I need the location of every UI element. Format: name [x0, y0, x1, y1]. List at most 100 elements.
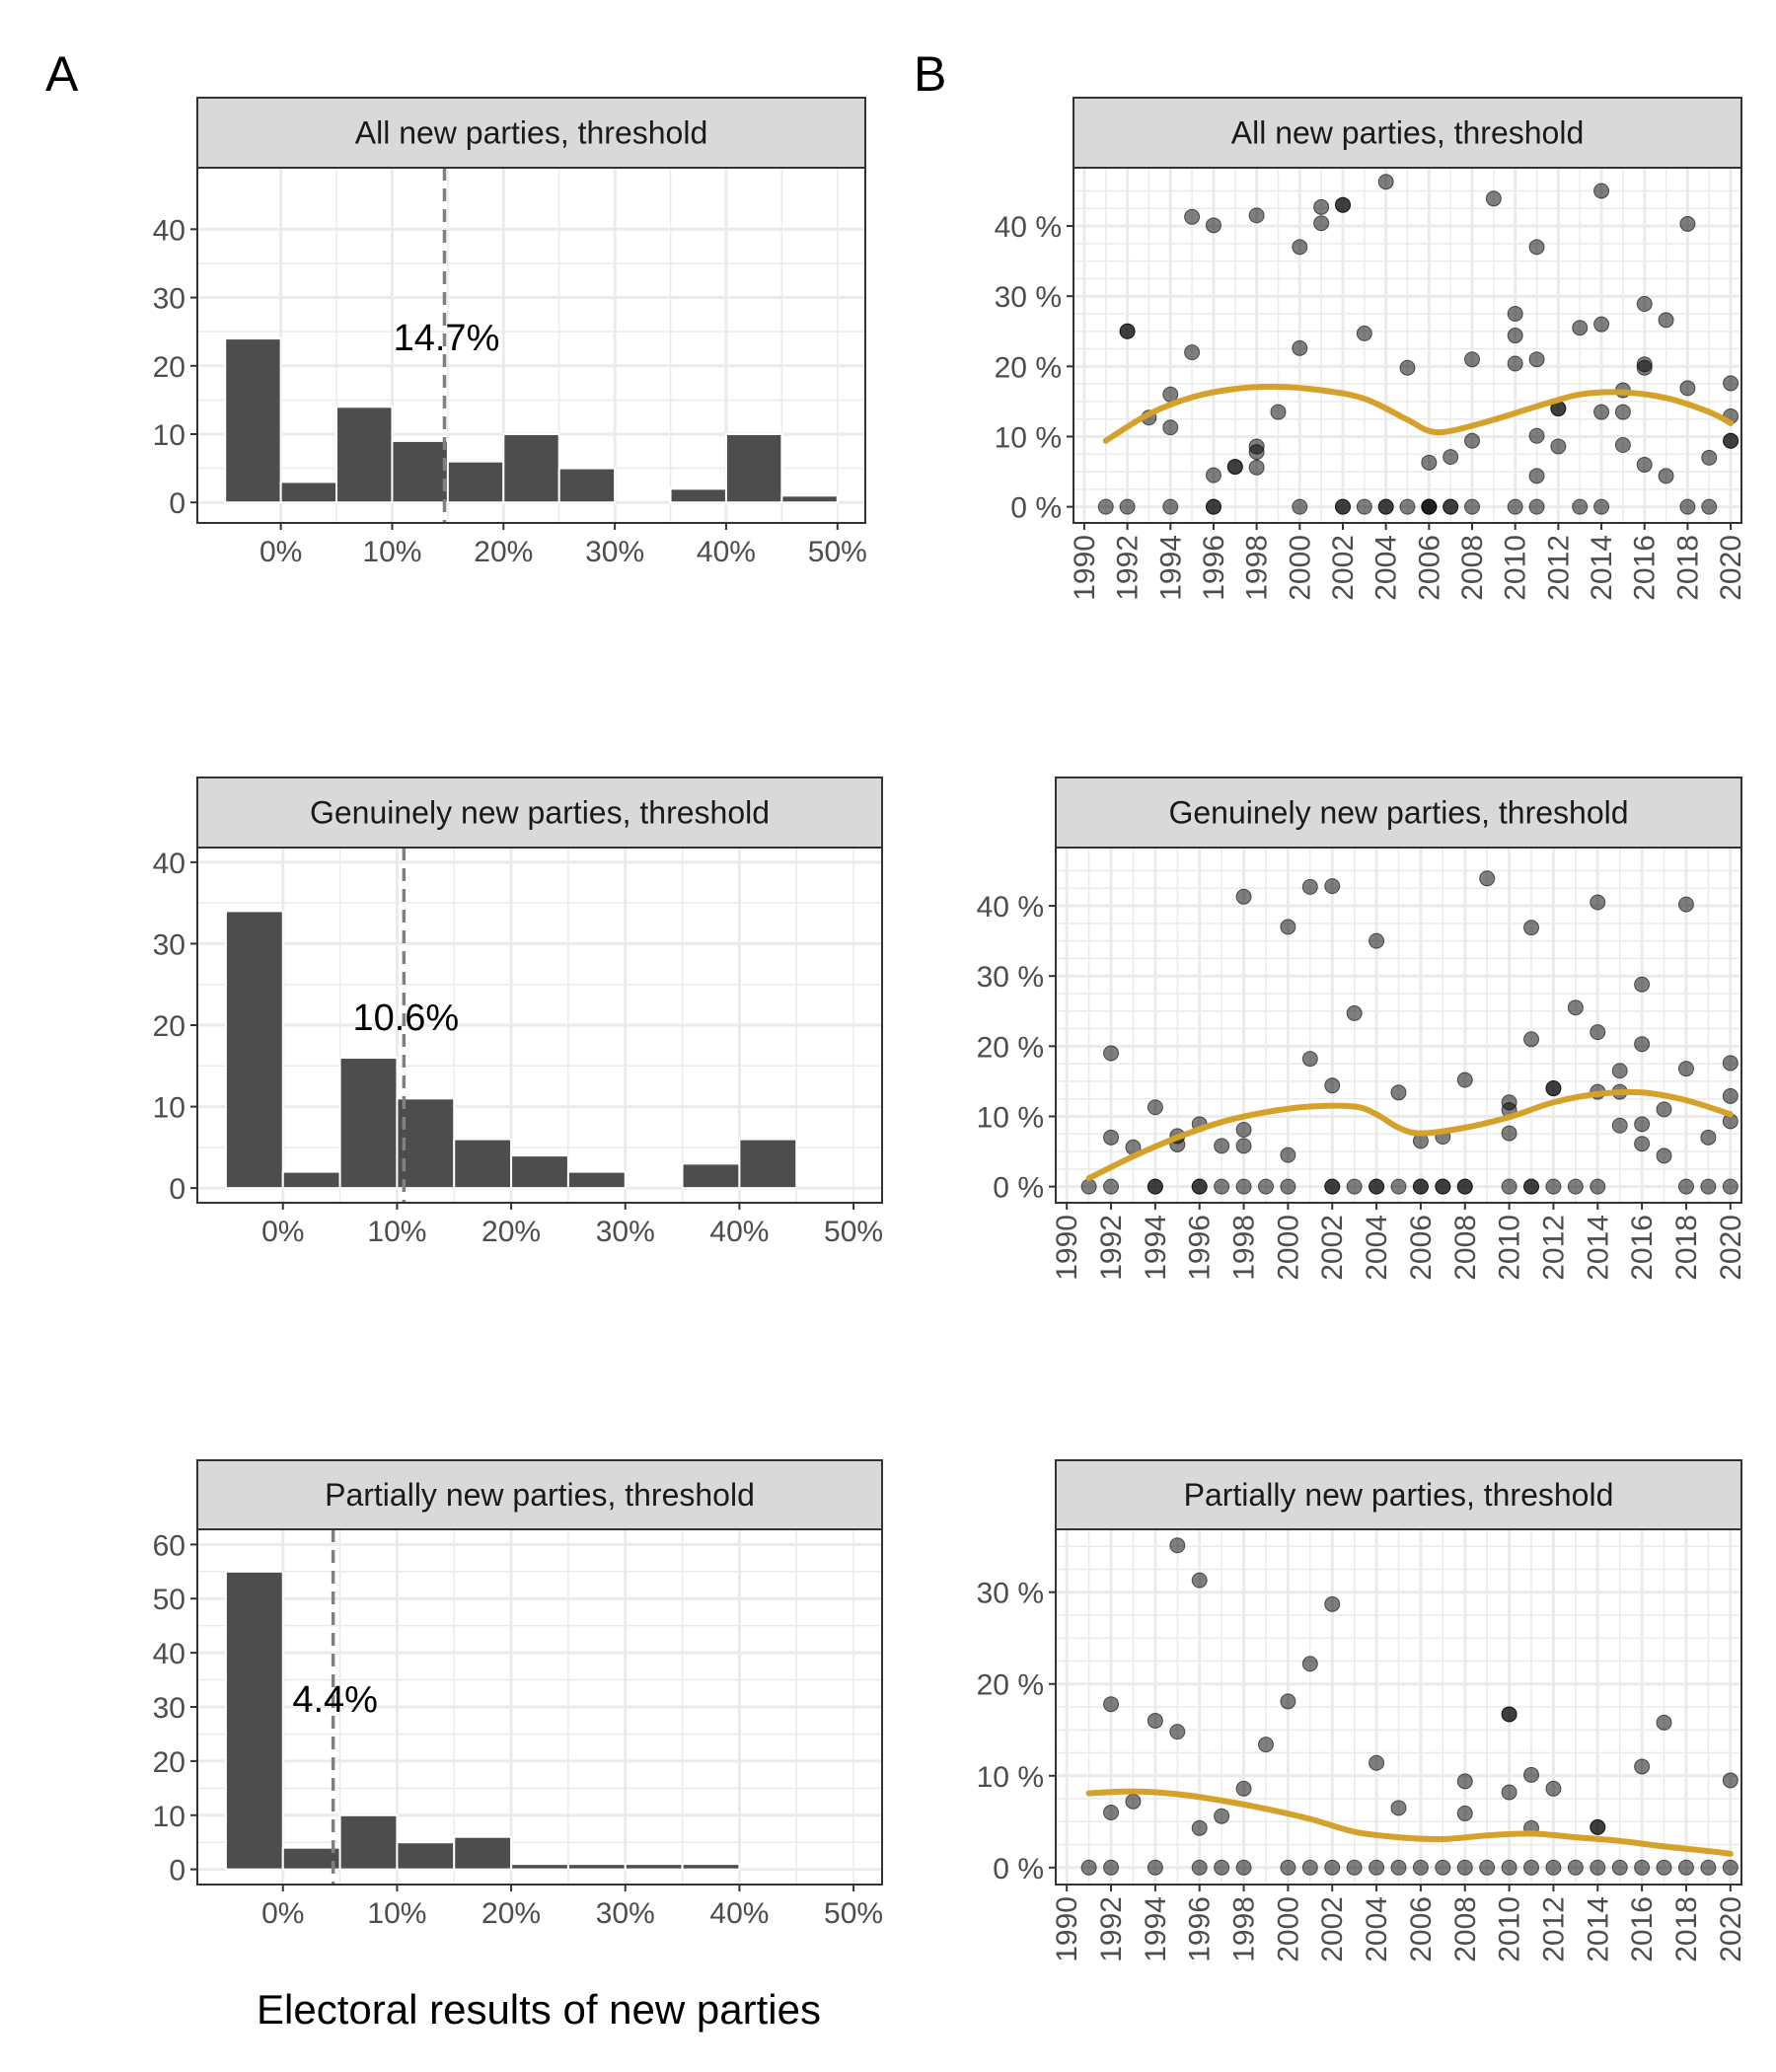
y-tick-label: 30 [153, 1692, 185, 1725]
data-point [1257, 1737, 1274, 1753]
histogram-bar [391, 439, 449, 504]
data-point [1226, 459, 1243, 476]
data-point [1421, 498, 1438, 515]
histogram-bar [566, 1170, 627, 1190]
data-point [1722, 1178, 1739, 1195]
data-point [1722, 1087, 1739, 1104]
data-point [1485, 190, 1502, 207]
data-point [1334, 196, 1351, 213]
data-point [1590, 1859, 1606, 1876]
x-tick-label: 2018 [1670, 1215, 1703, 1281]
histogram-bar [446, 460, 505, 504]
x-tick-label: 20% [474, 536, 533, 568]
data-point [1147, 1859, 1163, 1876]
data-point [1214, 1178, 1230, 1195]
data-point [1169, 1537, 1186, 1554]
data-point [1356, 498, 1372, 515]
data-point [1656, 1101, 1672, 1118]
data-point [1722, 1859, 1739, 1876]
x-tick-label: 1994 [1140, 1896, 1172, 1962]
strip-header [196, 1459, 883, 1530]
histogram-bar [510, 1863, 569, 1871]
x-tick-label: 2002 [1327, 535, 1360, 601]
data-point [1593, 316, 1610, 333]
x-tick-label: 2008 [1449, 1215, 1482, 1281]
data-point [1507, 305, 1523, 322]
plot-border [1073, 167, 1742, 524]
x-tick-label: 40% [709, 1216, 769, 1248]
y-tick-label: 50 [153, 1584, 185, 1616]
x-tick-label: 30% [596, 1897, 655, 1930]
data-point [1369, 1859, 1385, 1876]
data-point [1191, 1178, 1208, 1195]
y-tick-label: 20 [153, 1746, 185, 1779]
y-tick-label: 0 [169, 1173, 185, 1206]
data-point [1248, 459, 1265, 476]
histogram-panel: All new parties, threshold 14.7% 0% 10% 20% 3… [153, 97, 867, 568]
data-point [1723, 375, 1739, 392]
scatter-panel: Genuinely new parties, threshold 1990 1992… [977, 777, 1747, 1281]
data-point [1346, 1178, 1363, 1195]
data-point [1634, 976, 1651, 993]
data-point [1103, 1129, 1120, 1146]
x-tick-label: 2000 [1272, 1215, 1304, 1281]
data-point [1191, 1572, 1208, 1589]
x-tick-label: 1998 [1228, 1215, 1261, 1281]
data-point [1313, 198, 1330, 215]
data-point [1700, 1129, 1717, 1146]
data-point [1456, 1859, 1473, 1876]
y-tick-label: 10 [153, 1801, 185, 1833]
histogram-bar [681, 1863, 741, 1871]
data-point [1528, 239, 1545, 256]
x-tick-label: 1990 [1051, 1896, 1083, 1962]
panels: All new parties, threshold 14.7% 0% 10% 20% 3… [153, 97, 1747, 1962]
data-point [1658, 468, 1674, 484]
data-point [1507, 498, 1523, 515]
data-point [1280, 1859, 1296, 1876]
data-point [1334, 498, 1351, 515]
data-point [1235, 888, 1252, 905]
data-point [1593, 404, 1610, 420]
data-point [1377, 174, 1394, 190]
x-tick-label: 2008 [1456, 535, 1489, 601]
x-tick-label: 2000 [1284, 535, 1316, 601]
data-point [1523, 1859, 1540, 1876]
data-point [1501, 1784, 1517, 1801]
data-point [1545, 1080, 1562, 1097]
data-point [1390, 1084, 1407, 1101]
data-point [1270, 404, 1287, 420]
data-point [1614, 437, 1631, 454]
x-tick-label: 1990 [1051, 1215, 1083, 1281]
x-tick-label: 10% [367, 1897, 426, 1930]
data-point [1614, 404, 1631, 420]
x-tick-label: 1992 [1095, 1215, 1128, 1281]
histogram-bar [338, 1813, 399, 1871]
data-point [1390, 1800, 1407, 1816]
data-point [1280, 1693, 1296, 1710]
data-point [1280, 1147, 1296, 1163]
plot-border [196, 1528, 883, 1886]
data-point [1507, 328, 1523, 344]
data-point [1235, 1780, 1252, 1797]
data-point [1545, 1780, 1562, 1797]
data-point [1677, 1178, 1694, 1195]
histogram-bar [453, 1138, 513, 1190]
data-point [1390, 1859, 1407, 1876]
histogram-bar [624, 1863, 684, 1871]
x-tick-label: 30% [596, 1216, 655, 1248]
x-tick-label: 0% [259, 536, 302, 568]
mean-reference-label: 14.7% [394, 318, 500, 359]
y-tick-label: 30 [153, 283, 185, 316]
data-point [1235, 1138, 1252, 1154]
data-point [1103, 1178, 1120, 1195]
data-point [1324, 878, 1341, 895]
data-point [1103, 1696, 1120, 1713]
data-point [1235, 1859, 1252, 1876]
trend-smooth-line [1085, 1088, 1734, 1182]
data-point [1169, 1724, 1186, 1740]
data-point [1572, 320, 1589, 336]
data-point [1443, 498, 1459, 515]
histogram-bar [281, 1170, 341, 1190]
histogram-bar [780, 494, 839, 504]
data-point [1162, 498, 1179, 515]
